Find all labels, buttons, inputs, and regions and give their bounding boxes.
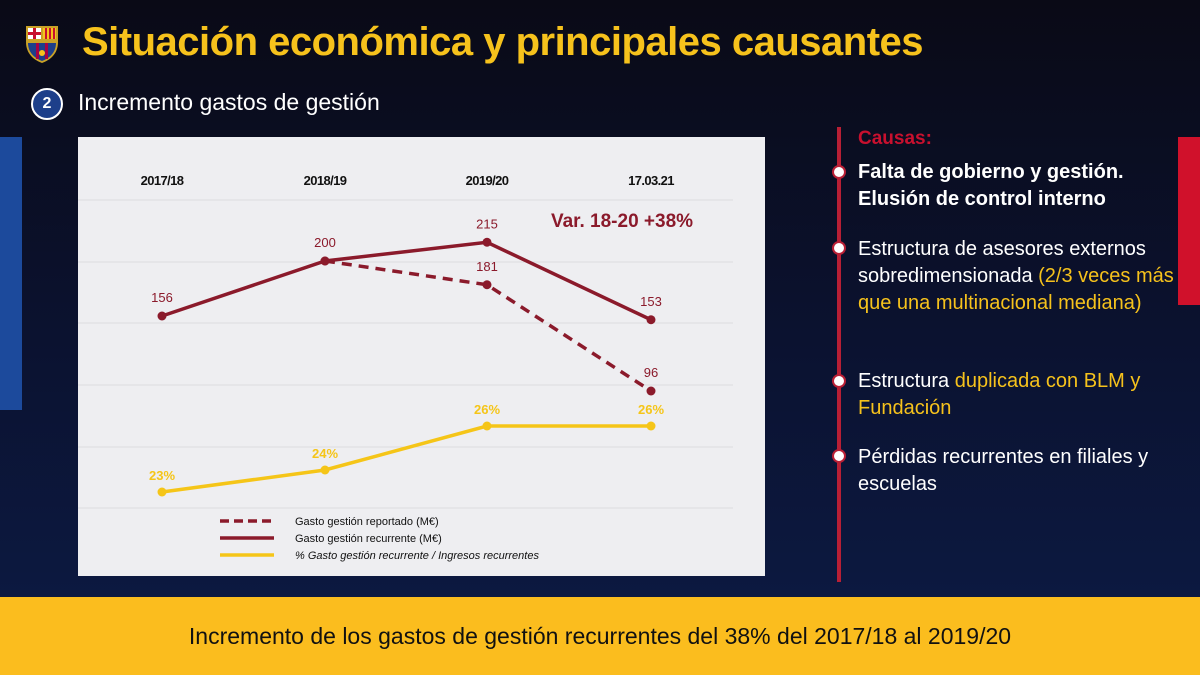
- data-label: 26%: [474, 402, 500, 417]
- cause-item: Estructura de asesores externos sobredim…: [858, 236, 1178, 317]
- data-point: [646, 421, 656, 431]
- legend-label: % Gasto gestión recurrente / Ingresos re…: [295, 550, 539, 562]
- data-point: [646, 315, 656, 325]
- bullet-dot: [832, 449, 846, 463]
- category-label: 17.03.21: [628, 173, 674, 188]
- line-chart: 2017/18 2018/19 2019/20 17.03.21 181 96 156 200…: [78, 137, 765, 576]
- data-point: [482, 280, 492, 290]
- cause-highlight: duplicada con BLM y Fundación: [858, 370, 1141, 419]
- timeline-line: [837, 127, 841, 582]
- data-point: [482, 237, 492, 247]
- section-number-badge: 2: [31, 88, 63, 120]
- fcb-crest-logo: [26, 26, 58, 63]
- data-point: [320, 256, 330, 266]
- data-label: 181: [476, 259, 498, 274]
- data-point: [157, 311, 167, 321]
- section-subtitle: Incremento gastos de gestión: [78, 89, 380, 115]
- right-accent-bar: [1178, 137, 1200, 305]
- data-label: 156: [151, 290, 173, 305]
- category-label: 2017/18: [141, 173, 184, 188]
- legend-label: Gasto gestión reportado (M€): [295, 516, 439, 528]
- variation-annotation: Var. 18-20 +38%: [551, 211, 693, 232]
- data-label: 24%: [312, 446, 338, 461]
- summary-banner: Incremento de los gastos de gestión recu…: [0, 597, 1200, 675]
- cause-text: Estructura: [858, 370, 955, 392]
- cause-text: Pérdidas recurrentes en filiales y escue…: [858, 446, 1149, 495]
- page-title: Situación económica y principales causan…: [82, 20, 924, 64]
- data-label: 215: [476, 216, 498, 231]
- data-label: 153: [640, 294, 662, 309]
- data-point: [157, 487, 167, 497]
- data-point: [646, 386, 656, 396]
- bullet-dot: [832, 374, 846, 388]
- data-label: 26%: [638, 402, 664, 417]
- data-label: 200: [314, 235, 336, 250]
- data-point: [320, 465, 330, 475]
- left-accent-bar: [0, 137, 22, 410]
- series-line: [161, 240, 652, 322]
- cause-item: Pérdidas recurrentes en filiales y escue…: [858, 444, 1178, 498]
- data-point: [482, 421, 492, 431]
- cause-item: Estructura duplicada con BLM y Fundación: [858, 368, 1178, 422]
- series-line: [324, 259, 652, 393]
- cause-highlight: (2/3 veces más que una multinacional med…: [858, 265, 1174, 314]
- data-label: 23%: [149, 468, 175, 483]
- cause-text: Falta de gobierno y gestión. Elusión de …: [858, 161, 1124, 210]
- legend-label: Gasto gestión recurrente (M€): [295, 533, 442, 545]
- bullet-dot: [832, 241, 846, 255]
- cause-text: Estructura de asesores externos sobredim…: [858, 238, 1146, 287]
- category-label: 2019/20: [466, 173, 509, 188]
- causes-heading: Causas:: [858, 128, 932, 149]
- cause-item: Falta de gobierno y gestión. Elusión de …: [858, 159, 1178, 213]
- data-label: 96: [644, 365, 658, 380]
- bullet-dot: [832, 165, 846, 179]
- category-label: 2018/19: [304, 173, 347, 188]
- series-line: [161, 424, 651, 494]
